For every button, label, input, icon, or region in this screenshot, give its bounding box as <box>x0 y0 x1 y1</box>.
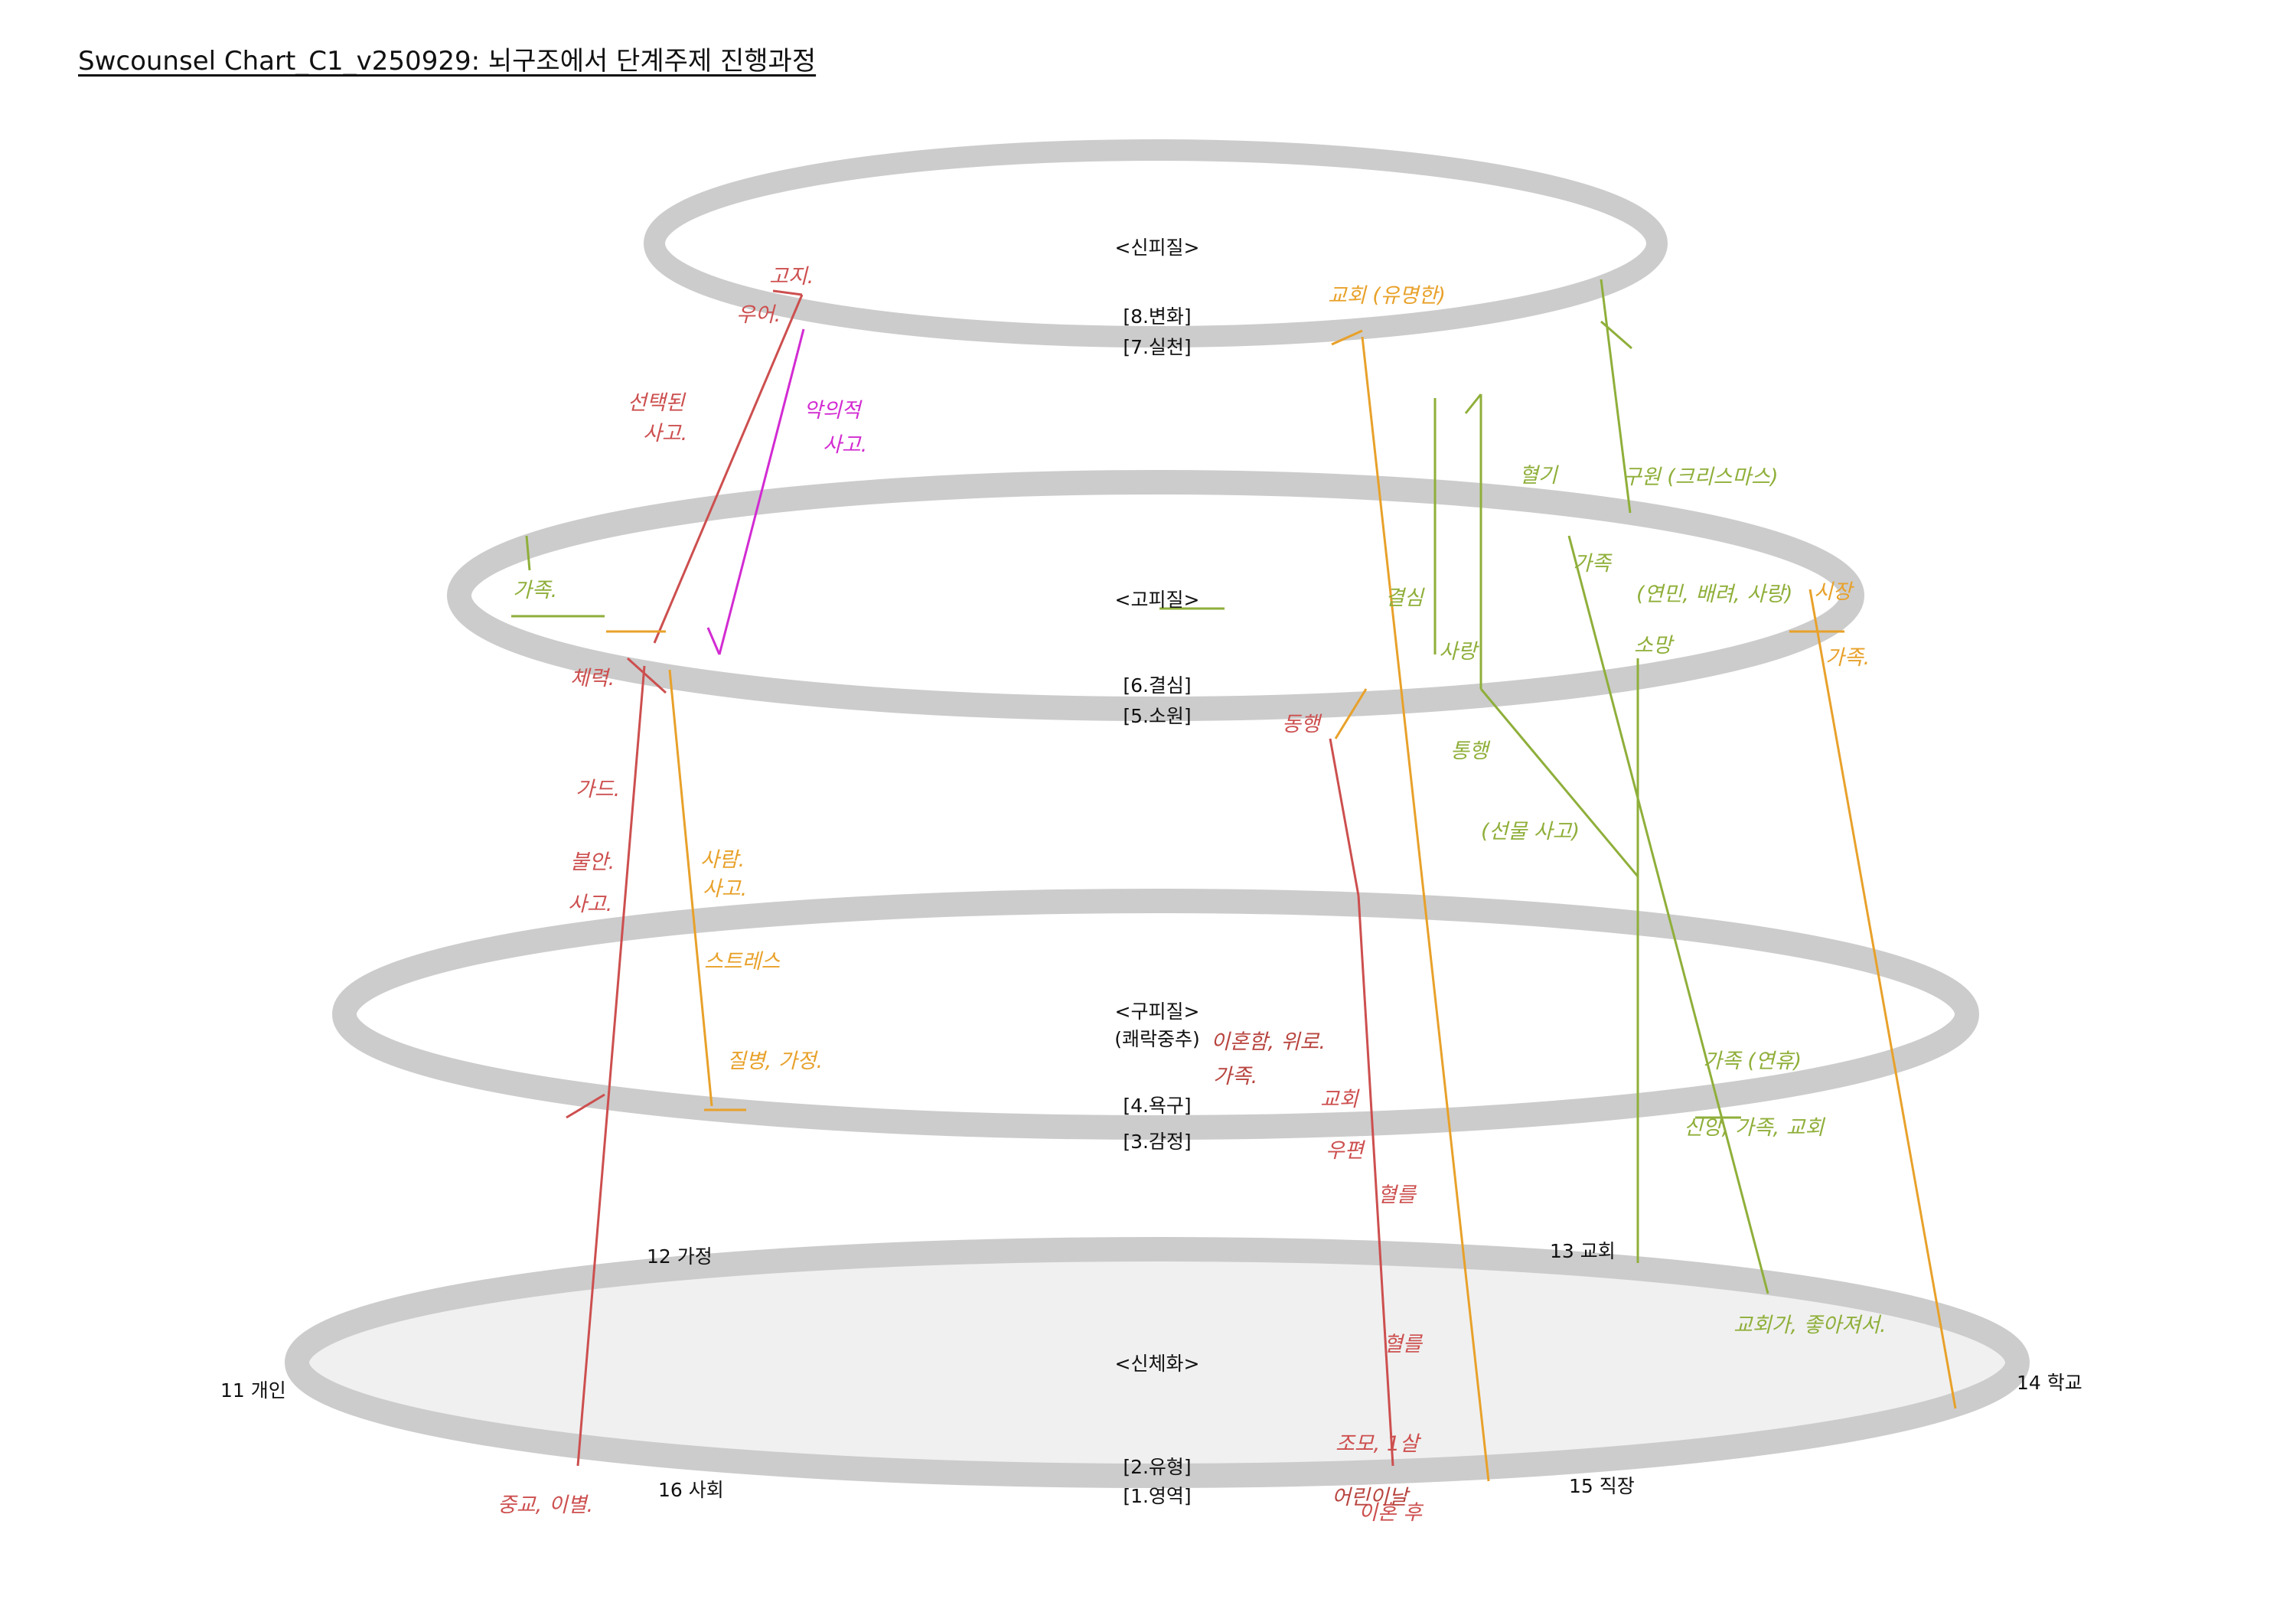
layer-upper-somatization: [2.유형] <box>1123 1456 1191 1478</box>
note-magenta: 악의적 <box>804 399 863 423</box>
layer-lower-paleocortex: [5.소원] <box>1123 705 1191 727</box>
ring-paleocortex <box>447 470 1864 721</box>
layer-lower-archicortex: [3.감정] <box>1123 1131 1191 1153</box>
layer-upper-archicortex: [4.욕구] <box>1123 1095 1191 1117</box>
domain-label-church: 13 교회 <box>1550 1240 1616 1262</box>
handwritten-annotations: 고지. 우어. 선택된 사고. 체력. 가드. 불안. 사고. 중교, 이별. … <box>497 265 1887 1525</box>
note-red: 혈를 <box>1378 1183 1417 1207</box>
annotation-strokes <box>511 279 1957 1482</box>
note-red: 중교, 이별. <box>497 1493 593 1517</box>
note-orange: 교회 (유명한) <box>1328 284 1446 308</box>
page-title: Swcounsel Chart_C1_v250929: 뇌구조에서 단계주제 진… <box>78 46 817 77</box>
note-red: 고지. <box>769 265 814 289</box>
ring-archicortex <box>332 889 1979 1140</box>
note-dark: 이혼함, 위로. <box>1211 1030 1326 1054</box>
note-orange: 스트레스 <box>704 950 781 974</box>
note-red: 혈를 <box>1384 1333 1424 1356</box>
domain-label-individual: 11 개인 <box>220 1379 286 1402</box>
domain-label-society: 16 사회 <box>658 1479 724 1501</box>
note-green: 가족 (연휴) <box>1703 1049 1802 1073</box>
domain-label-school: 14 학교 <box>2017 1372 2082 1394</box>
domain-labels: 11 개인 12 가정 13 교회 14 학교 15 직장 16 사회 <box>220 1240 2082 1501</box>
note-green: 신앙, 가족, 교회 <box>1684 1116 1826 1140</box>
layer-lower-somatization: [1.영역] <box>1123 1485 1191 1507</box>
note-green: (선물 사고) <box>1481 820 1580 844</box>
note-dark: 어린이날 <box>1332 1486 1411 1509</box>
note-magenta: 사고. <box>823 433 867 457</box>
layer-sub-archicortex: (쾌락중추) <box>1114 1028 1200 1050</box>
note-green: 소망 <box>1634 634 1675 658</box>
note-red: 조모, 1살 <box>1336 1432 1422 1456</box>
note-red: 체력. <box>570 667 615 690</box>
note-red: 이혼 후 <box>1358 1501 1424 1525</box>
note-green: 사랑 <box>1439 640 1479 664</box>
note-green: 교회가, 좋아져서. <box>1733 1314 1887 1337</box>
domain-label-family: 12 가정 <box>647 1245 713 1268</box>
note-green: 결심 <box>1385 586 1425 610</box>
ring-somatization <box>285 1237 2030 1488</box>
layer-upper-paleocortex: [6.결심] <box>1123 674 1191 697</box>
note-orange: 가족. <box>1825 646 1870 670</box>
layer-name-paleocortex: <고피질> <box>1115 589 1200 611</box>
layer-upper-neocortex: [8.변화] <box>1123 305 1191 328</box>
layer-name-neocortex: <신피질> <box>1115 237 1200 259</box>
note-red: 가드. <box>576 778 620 801</box>
note-red: 불안. <box>570 850 615 874</box>
ring-neocortex <box>644 139 1668 348</box>
note-green: 구원 (크리스마스) <box>1623 465 1779 489</box>
note-red: 사고. <box>643 422 687 445</box>
note-orange: 사람. <box>700 848 745 872</box>
note-green: 통행 <box>1450 739 1491 763</box>
note-red: 동행 <box>1282 713 1322 736</box>
domain-label-workplace: 15 직장 <box>1569 1475 1635 1497</box>
note-red: 교회 <box>1320 1088 1360 1111</box>
note-red: 선택된 <box>628 391 687 415</box>
note-green: 가족 <box>1573 552 1613 576</box>
note-green: (연민, 배려, 사랑) <box>1636 583 1792 606</box>
note-red: 우편 <box>1326 1139 1366 1163</box>
note-green: 가족. <box>513 579 557 602</box>
layer-name-somatization: <신체화> <box>1115 1353 1200 1375</box>
layer-labels: <신피질> [8.변화] [7.실천] <고피질> [6.결심] [5.소원] … <box>1114 237 1200 1507</box>
layer-name-archicortex: <구피질> <box>1115 1000 1200 1023</box>
note-red: 우어. <box>736 303 781 327</box>
layer-lower-neocortex: [7.실천] <box>1123 336 1191 358</box>
note-green: 혈기 <box>1519 464 1559 488</box>
note-orange: 시장 <box>1814 580 1854 604</box>
note-orange: 질병, 가정. <box>727 1049 823 1073</box>
note-orange: 사고. <box>703 877 747 901</box>
note-red: 사고. <box>568 893 612 916</box>
note-dark: 가족. <box>1213 1065 1257 1088</box>
